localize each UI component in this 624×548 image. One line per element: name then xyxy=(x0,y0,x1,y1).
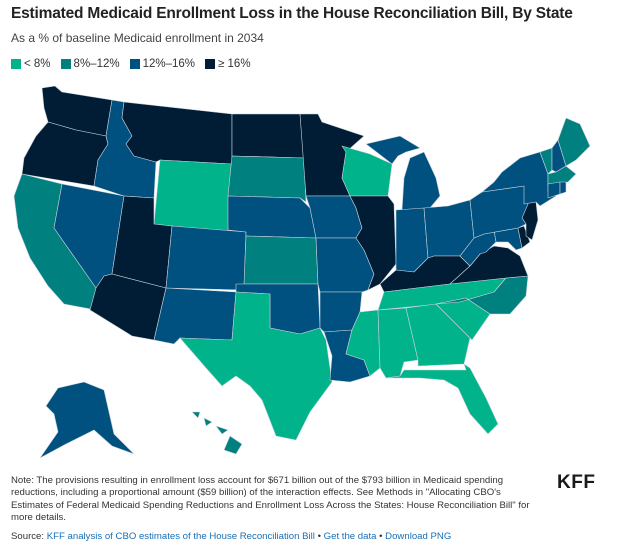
separator: • xyxy=(376,531,386,542)
get-data-link[interactable]: Get the data xyxy=(323,531,377,542)
source-label: Source: xyxy=(11,531,47,542)
legend-item-lt8[interactable]: < 8% xyxy=(11,58,51,70)
legend-label: ≥ 16% xyxy=(218,58,251,70)
state-tx[interactable]: TX: < 8% xyxy=(179,291,333,441)
legend-label: < 8% xyxy=(24,58,51,70)
state-ct[interactable]: CT: 12%–16% xyxy=(547,181,561,199)
state-ri[interactable]: RI: 12%–16% xyxy=(559,181,567,195)
state-nm[interactable]: NM: 12%–16% xyxy=(153,287,237,345)
state-mt[interactable]: MT: ≥ 16% xyxy=(121,101,233,165)
state-nc[interactable]: NC: 8%–12% xyxy=(435,275,529,315)
download-png-link[interactable]: Download PNG xyxy=(385,531,452,542)
legend-item-gte16[interactable]: ≥ 16% xyxy=(205,58,251,70)
legend-label: 12%–16% xyxy=(142,58,196,70)
legend: < 8% 8%–12% 12%–16% ≥ 16% xyxy=(11,58,251,70)
state-ks[interactable]: KS: 8%–12% xyxy=(243,235,319,285)
legend-item-12-16[interactable]: 12%–16% xyxy=(129,58,196,70)
legend-swatch xyxy=(60,59,71,69)
state-wy[interactable]: WY: < 8% xyxy=(153,159,233,233)
state-fl[interactable]: FL: < 8% xyxy=(385,363,499,435)
source-link[interactable]: KFF analysis of CBO estimates of the Hou… xyxy=(46,531,315,542)
legend-item-8-12[interactable]: 8%–12% xyxy=(60,58,120,70)
state-il[interactable]: IL: ≥ 16% xyxy=(349,195,397,291)
state-de[interactable]: DE: ≥ 16% xyxy=(517,225,531,249)
state-hi[interactable]: HI: 8%–12% xyxy=(191,411,243,455)
legend-swatch xyxy=(205,59,216,69)
state-sd[interactable]: SD: 8%–12% xyxy=(227,155,307,203)
chart-subtitle: As a % of baseline Medicaid enrollment i… xyxy=(11,31,264,45)
state-co[interactable]: CO: 12%–16% xyxy=(165,225,247,291)
kff-logo: KFF xyxy=(557,472,596,493)
us-map: WA: ≥ 16%OR: ≥ 16%CA: 8%–12%NV: 12%–16%I… xyxy=(0,78,624,459)
state-ne[interactable]: NE: 12%–16% xyxy=(227,195,317,239)
state-ak[interactable]: AK: 12%–16% xyxy=(39,381,135,459)
state-mi[interactable]: MI: 12%–16% xyxy=(365,135,441,211)
legend-label: 8%–12% xyxy=(73,58,120,70)
source-line: Source: KFF analysis of CBO estimates of… xyxy=(11,531,451,542)
state-nd[interactable]: ND: ≥ 16% xyxy=(231,113,305,159)
legend-swatch xyxy=(129,59,140,69)
footnote: Note: The provisions resulting in enroll… xyxy=(11,475,530,523)
chart-title: Estimated Medicaid Enrollment Loss in th… xyxy=(11,5,573,22)
legend-swatch xyxy=(11,59,21,69)
separator: • xyxy=(314,531,324,542)
map-svg: WA: ≥ 16%OR: ≥ 16%CA: 8%–12%NV: 12%–16%I… xyxy=(13,85,591,459)
